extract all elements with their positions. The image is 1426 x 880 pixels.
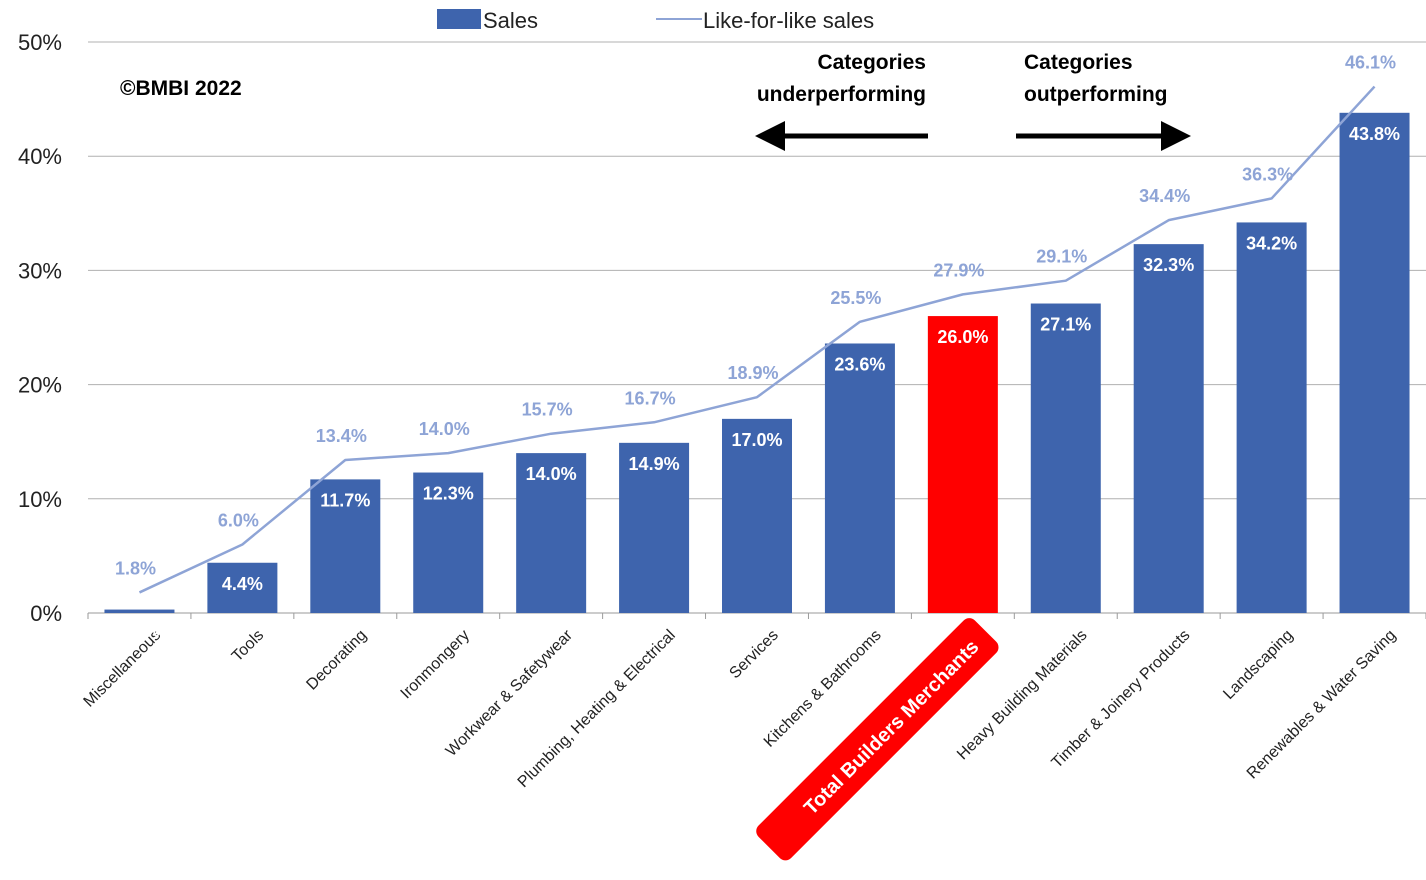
outperforming-line1: Categories [1024, 51, 1133, 74]
bar [413, 472, 484, 613]
lfl-value-label: 46.1% [1345, 53, 1396, 73]
x-category-label: Ironmongery [398, 627, 474, 703]
lfl-value-label: 1.8% [115, 558, 156, 578]
lfl-value-label: 16.7% [625, 388, 676, 408]
bar-value-label: 14.0% [526, 464, 577, 484]
y-tick-label: 20% [18, 373, 62, 398]
bar [104, 609, 175, 613]
like-for-like-line [138, 85, 1376, 594]
bar [824, 343, 895, 613]
data-labels: 0.3% 4.4% 11.7% 12.3% 14.0% 14.9% 17.0% 23.6% 26… [115, 53, 1400, 641]
x-category-label: Services [726, 627, 781, 682]
bar [722, 418, 792, 613]
bar-value-label: 27.1% [1040, 315, 1091, 335]
legend: Sales Like-for-like sales [437, 8, 874, 33]
lfl-value-label: 6.0% [218, 510, 259, 530]
lfl-value-label: 15.7% [522, 400, 573, 420]
lfl-value-label: 13.4% [316, 426, 367, 446]
x-category-label: Landscaping [1220, 627, 1296, 703]
bar-highlight [927, 316, 998, 613]
lfl-value-label: 36.3% [1242, 164, 1293, 184]
bar [1339, 112, 1410, 613]
bar [1133, 244, 1204, 613]
highlight-category-box [756, 618, 999, 861]
x-axis-ticks: Miscellaneous Tools Decorating IronmongeryW… [81, 613, 1426, 861]
y-tick-label: 40% [18, 144, 62, 169]
lfl-value-label: 34.4% [1139, 186, 1190, 206]
bar-value-label: 0.3% [119, 621, 160, 641]
lfl-value-label: 27.9% [933, 260, 984, 280]
underperforming-line2: underperforming [757, 83, 926, 106]
legend-swatch-sales [437, 9, 481, 29]
bar-value-label: 23.6% [834, 354, 885, 374]
bar [310, 479, 381, 613]
bar-value-label: 34.2% [1246, 233, 1297, 253]
legend-label-sales: Sales [483, 8, 538, 33]
bars [104, 112, 1410, 613]
y-tick-label: 0% [30, 601, 62, 626]
y-axis-ticks: 0% 10% 20% 30% 40% 50% [18, 30, 62, 626]
bar-value-label: 4.4% [222, 574, 263, 594]
bar [516, 453, 587, 613]
bar [1236, 222, 1307, 613]
outperforming-annotation: Categories outperforming [1016, 51, 1191, 151]
lfl-value-label: 29.1% [1036, 247, 1087, 267]
underperforming-line1: Categories [817, 51, 926, 74]
x-category-label: Decorating [303, 627, 370, 694]
bar-value-label: 17.0% [731, 430, 782, 450]
underperforming-annotation: Categories underperforming [755, 51, 928, 151]
bar [619, 442, 690, 613]
bar [1030, 303, 1101, 613]
legend-label-lfl: Like-for-like sales [703, 8, 874, 33]
bar-value-label: 14.9% [629, 454, 680, 474]
lfl-value-label: 18.9% [727, 363, 778, 383]
highlight-category-label: Total Builders Merchants [756, 618, 999, 861]
copyright-text: ©BMBI 2022 [120, 77, 242, 100]
x-category-label: Tools [229, 627, 267, 665]
y-tick-label: 30% [18, 258, 62, 283]
lfl-value-label: 25.5% [830, 288, 881, 308]
outperforming-line2: outperforming [1024, 83, 1167, 106]
bar-value-label: 26.0% [937, 327, 988, 347]
y-tick-label: 10% [18, 487, 62, 512]
x-category-label: Total Builders Merchants [800, 636, 983, 819]
lfl-value-label: 14.0% [419, 419, 470, 439]
bar-value-label: 12.3% [423, 484, 474, 504]
bar-value-label: 43.8% [1349, 124, 1400, 144]
bar-value-label: 11.7% [320, 490, 370, 510]
bar-value-label: 32.3% [1143, 255, 1194, 275]
bar [207, 562, 278, 613]
y-tick-label: 50% [18, 30, 62, 55]
